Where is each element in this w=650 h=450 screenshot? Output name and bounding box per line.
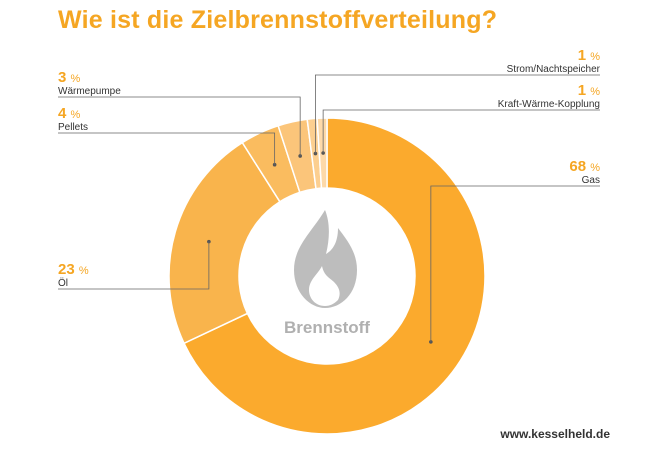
- slice-value-strom-nachtspeicher: 1 %: [578, 47, 601, 64]
- leader-line: [58, 241, 210, 290]
- slice-label-oel: Öl: [58, 277, 68, 289]
- leader-lines: [58, 74, 600, 344]
- slice-label-kraft-waerme-kopplung: Kraft-Wärme-Kopplung: [498, 99, 600, 110]
- slice-label-strom-nachtspeicher: Strom/Nachtspeicher: [507, 64, 601, 75]
- leader-line: [58, 96, 301, 156]
- source-url: www.kesselheld.de: [500, 427, 610, 441]
- chart-title: Wie ist die Zielbrennstoffverteilung?: [58, 6, 498, 34]
- slice-value-gas: 68 %: [569, 158, 600, 175]
- center-label: Brennstoff: [284, 318, 370, 337]
- leader-line: [58, 132, 276, 165]
- slice-value-waermepumpe: 3 %: [58, 69, 81, 86]
- slice-oel: [168, 141, 281, 345]
- leader-line: [430, 185, 600, 342]
- leader-line: [322, 109, 600, 154]
- slice-label-pellets: Pellets: [58, 122, 88, 133]
- slice-label-waermepumpe: Wärmepumpe: [58, 86, 121, 97]
- slice-value-oel: 23 %: [58, 261, 89, 278]
- slice-value-pellets: 4 %: [58, 105, 81, 122]
- leader-dot: [429, 340, 433, 344]
- chart-center: Brennstoff: [284, 210, 370, 337]
- donut-slices: [168, 117, 486, 435]
- slice-gas: [183, 117, 486, 435]
- slice-value-kraft-waerme-kopplung: 1 %: [578, 82, 601, 99]
- slice-label-gas: Gas: [582, 175, 600, 186]
- leader-line: [315, 74, 600, 154]
- flame-icon: [294, 210, 357, 308]
